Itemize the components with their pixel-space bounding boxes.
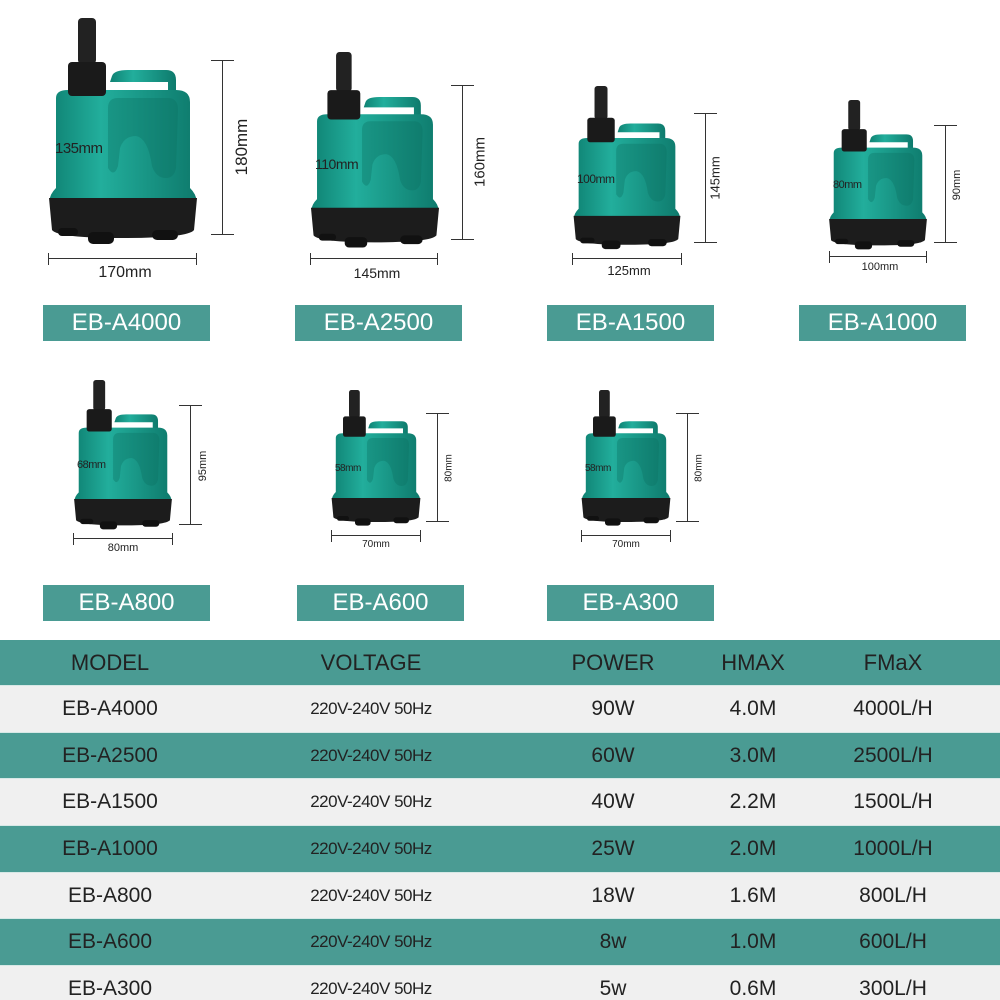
cell-power: 90W	[591, 696, 635, 720]
cell-hmax: 4.0M	[729, 696, 777, 720]
width-label: 70mm	[612, 539, 640, 550]
cell-fmax: 4000L/H	[853, 696, 933, 720]
cell-fmax: 800L/H	[859, 883, 927, 907]
cell-power: 25W	[591, 836, 635, 860]
pump-image-eb-a1500	[572, 86, 682, 252]
table-row: EB-A300 220V-240V 50Hz 5w 0.6M 300L/H	[0, 966, 1000, 1000]
cell-model: EB-A600	[67, 930, 153, 954]
width-dimension-line	[581, 530, 671, 542]
table-row: EB-A1000 220V-240V 50Hz 25W 2.0M 1000L/H	[0, 826, 1000, 873]
width-dimension-line	[829, 251, 927, 263]
height-label: 180mm	[232, 118, 251, 176]
width-label: 125mm	[607, 263, 651, 278]
cell-hmax: 2.0M	[729, 836, 777, 860]
cell-voltage: 220V-240V 50Hz	[310, 838, 432, 858]
cell-hmax: 0.6M	[729, 976, 777, 1000]
table-header: MODEL VOLTAGE POWER HMAX FMaX	[0, 640, 1000, 686]
header-hmax: HMAX	[721, 649, 785, 675]
width-label: 145mm	[353, 265, 401, 281]
width-dimension-line	[310, 253, 438, 265]
cell-voltage: 220V-240V 50Hz	[310, 932, 432, 952]
height-label: 160mm	[471, 136, 489, 188]
width-label: 70mm	[362, 539, 390, 550]
height-label: 145mm	[707, 156, 723, 200]
model-label: EB-A4000	[43, 305, 210, 341]
table-row: EB-A4000 220V-240V 50Hz 90W 4.0M 4000L/H	[0, 686, 1000, 733]
depth-label: 110mm	[315, 156, 359, 172]
cell-model: EB-A1500	[62, 790, 158, 814]
cell-power: 18W	[591, 883, 635, 907]
cell-voltage: 220V-240V 50Hz	[310, 745, 432, 765]
cell-voltage: 220V-240V 50Hz	[310, 978, 432, 998]
height-label: 95mm	[197, 450, 209, 482]
pump-image-eb-a800	[73, 380, 173, 532]
height-dimension-line	[211, 60, 234, 235]
depth-label: 68mm	[77, 459, 106, 471]
pump-image-eb-a600	[331, 390, 421, 528]
height-dimension-line	[179, 405, 202, 525]
cell-fmax: 1000L/H	[853, 836, 933, 860]
table-row: EB-A800 220V-240V 50Hz 18W 1.6M 800L/H	[0, 872, 1000, 920]
model-label: EB-A600	[297, 585, 464, 621]
table-row: EB-A2500 220V-240V 50Hz 60W 3.0M 2500L/H	[0, 732, 1000, 780]
depth-label: 80mm	[833, 179, 862, 191]
cell-model: EB-A300	[67, 976, 153, 1000]
cell-hmax: 2.2M	[729, 790, 777, 814]
cell-power: 40W	[591, 790, 635, 814]
header-power: POWER	[571, 649, 655, 675]
width-dimension-line	[73, 533, 173, 545]
cell-fmax: 300L/H	[859, 976, 927, 1000]
header-fmax: FMaX	[863, 649, 923, 675]
depth-label: 58mm	[585, 463, 611, 474]
cell-fmax: 2500L/H	[853, 743, 933, 767]
model-label: EB-A1000	[799, 305, 966, 341]
cell-model: EB-A2500	[62, 743, 158, 767]
width-label: 80mm	[107, 542, 139, 554]
pump-image-eb-a4000	[48, 18, 198, 248]
cell-voltage: 220V-240V 50Hz	[310, 885, 432, 905]
header-voltage: VOLTAGE	[320, 649, 422, 675]
model-label: EB-A300	[547, 585, 714, 621]
cell-hmax: 1.0M	[729, 930, 777, 954]
height-dimension-line	[426, 413, 449, 522]
pump-image-eb-a2500	[310, 52, 440, 251]
height-dimension-line	[451, 85, 474, 240]
depth-label: 135mm	[55, 140, 103, 157]
height-label: 80mm	[443, 454, 455, 482]
cell-power: 5w	[599, 976, 627, 1000]
cell-hmax: 1.6M	[729, 883, 777, 907]
cell-power: 60W	[591, 743, 635, 767]
pump-image-eb-a300	[581, 390, 671, 528]
cell-power: 8w	[599, 930, 627, 954]
cell-voltage: 220V-240V 50Hz	[310, 698, 432, 718]
depth-label: 100mm	[577, 172, 615, 186]
model-label: EB-A2500	[295, 305, 462, 341]
pump-image-eb-a1000	[828, 100, 928, 252]
cell-fmax: 1500L/H	[853, 790, 933, 814]
width-label: 170mm	[98, 264, 152, 281]
cell-model: EB-A4000	[62, 696, 158, 720]
cell-model: EB-A800	[67, 883, 153, 907]
cell-hmax: 3.0M	[729, 743, 777, 767]
spec-table: MODEL VOLTAGE POWER HMAX FMaX EB-A4000 22…	[0, 640, 1000, 1000]
height-dimension-line	[934, 125, 957, 243]
cell-fmax: 600L/H	[859, 930, 927, 954]
height-dimension-line	[694, 113, 717, 243]
width-dimension-line	[48, 253, 197, 265]
table-row: EB-A600 220V-240V 50Hz 8w 1.0M 600L/H	[0, 919, 1000, 967]
height-label: 90mm	[951, 169, 963, 201]
height-label: 80mm	[693, 454, 705, 482]
cell-voltage: 220V-240V 50Hz	[310, 792, 432, 812]
model-label: EB-A1500	[547, 305, 714, 341]
depth-label: 58mm	[335, 463, 361, 474]
width-dimension-line	[331, 530, 421, 542]
cell-model: EB-A1000	[62, 836, 158, 860]
width-label: 100mm	[861, 261, 899, 273]
model-label: EB-A800	[43, 585, 210, 621]
table-row: EB-A1500 220V-240V 50Hz 40W 2.2M 1500L/H	[0, 779, 1000, 827]
header-model: MODEL	[70, 649, 150, 675]
height-dimension-line	[676, 413, 699, 522]
width-dimension-line	[572, 253, 682, 265]
